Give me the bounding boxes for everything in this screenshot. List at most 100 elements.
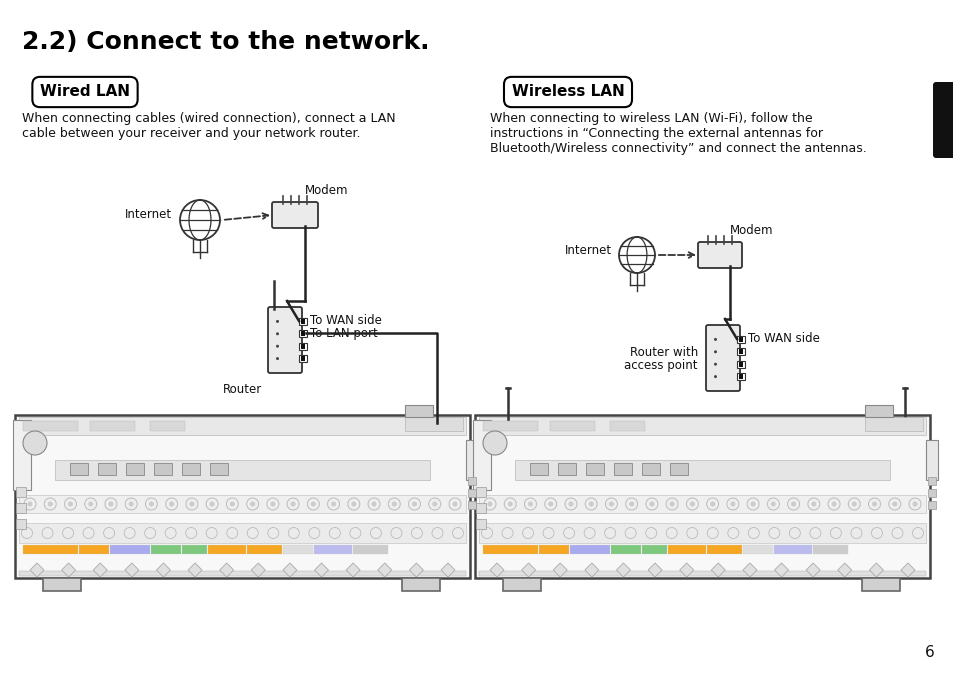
- Circle shape: [527, 501, 533, 507]
- Bar: [641, 463, 659, 475]
- Polygon shape: [30, 563, 44, 577]
- Bar: [210, 463, 228, 475]
- Bar: [468, 489, 476, 497]
- Bar: [301, 331, 305, 336]
- Circle shape: [210, 501, 214, 507]
- Text: Router: Router: [222, 383, 262, 396]
- Bar: [475, 415, 929, 578]
- Bar: [19, 495, 465, 513]
- Circle shape: [129, 501, 133, 507]
- Bar: [478, 523, 925, 543]
- Bar: [569, 545, 609, 554]
- FancyBboxPatch shape: [698, 242, 741, 268]
- Polygon shape: [188, 563, 202, 577]
- Text: 2.2) Connect to the network.: 2.2) Connect to the network.: [22, 30, 429, 54]
- Bar: [23, 421, 78, 431]
- Circle shape: [709, 501, 715, 507]
- Circle shape: [851, 501, 856, 507]
- Bar: [23, 545, 78, 554]
- Bar: [55, 460, 430, 480]
- Bar: [737, 361, 744, 367]
- Text: When connecting cables (wired connection), connect a LAN: When connecting cables (wired connection…: [22, 112, 395, 125]
- Bar: [502, 578, 540, 591]
- Bar: [739, 337, 742, 342]
- Bar: [16, 503, 26, 513]
- FancyBboxPatch shape: [268, 307, 302, 373]
- Bar: [15, 415, 470, 578]
- Polygon shape: [616, 563, 630, 577]
- Circle shape: [568, 501, 573, 507]
- Bar: [298, 355, 307, 362]
- Bar: [927, 489, 935, 497]
- Circle shape: [250, 501, 254, 507]
- Bar: [864, 417, 923, 431]
- Bar: [737, 349, 744, 355]
- Bar: [301, 319, 305, 324]
- Polygon shape: [742, 563, 756, 577]
- Text: Modem: Modem: [729, 225, 773, 238]
- Circle shape: [669, 501, 674, 507]
- Circle shape: [713, 338, 717, 341]
- Bar: [401, 578, 439, 591]
- Text: Router with: Router with: [629, 347, 698, 359]
- Bar: [550, 421, 595, 431]
- Bar: [151, 545, 181, 554]
- Circle shape: [891, 501, 897, 507]
- Circle shape: [109, 501, 113, 507]
- Bar: [927, 477, 935, 485]
- Bar: [19, 417, 465, 435]
- Text: To WAN side: To WAN side: [310, 314, 381, 328]
- Bar: [585, 463, 603, 475]
- Circle shape: [790, 501, 795, 507]
- Polygon shape: [805, 563, 820, 577]
- Circle shape: [689, 501, 694, 507]
- Bar: [706, 545, 741, 554]
- Polygon shape: [647, 563, 661, 577]
- Bar: [70, 463, 88, 475]
- Bar: [669, 463, 687, 475]
- Bar: [609, 421, 644, 431]
- Bar: [153, 463, 172, 475]
- Bar: [298, 330, 307, 337]
- Circle shape: [713, 351, 717, 353]
- Circle shape: [275, 332, 278, 335]
- Bar: [468, 501, 476, 509]
- Polygon shape: [156, 563, 171, 577]
- Bar: [927, 501, 935, 509]
- Circle shape: [23, 431, 47, 455]
- Circle shape: [588, 501, 593, 507]
- Polygon shape: [377, 563, 392, 577]
- Circle shape: [452, 501, 457, 507]
- Circle shape: [730, 501, 735, 507]
- Bar: [739, 349, 742, 354]
- FancyBboxPatch shape: [272, 202, 317, 228]
- Text: To LAN port: To LAN port: [310, 326, 377, 339]
- Polygon shape: [490, 563, 503, 577]
- Circle shape: [331, 501, 335, 507]
- Circle shape: [351, 501, 355, 507]
- Polygon shape: [711, 563, 724, 577]
- Bar: [16, 519, 26, 529]
- Circle shape: [169, 501, 174, 507]
- Text: Internet: Internet: [564, 244, 612, 256]
- Circle shape: [190, 501, 194, 507]
- Bar: [16, 487, 26, 497]
- Polygon shape: [584, 563, 598, 577]
- Text: cable between your receiver and your network router.: cable between your receiver and your net…: [22, 127, 360, 140]
- Circle shape: [28, 501, 32, 507]
- Bar: [925, 440, 937, 480]
- Bar: [110, 545, 150, 554]
- Circle shape: [548, 501, 553, 507]
- Text: Modem: Modem: [305, 184, 348, 197]
- Bar: [19, 523, 465, 543]
- Circle shape: [911, 501, 917, 507]
- Bar: [641, 545, 666, 554]
- Polygon shape: [93, 563, 107, 577]
- Polygon shape: [346, 563, 360, 577]
- Text: Internet: Internet: [125, 209, 172, 221]
- Circle shape: [649, 501, 654, 507]
- Bar: [314, 545, 352, 554]
- Circle shape: [68, 501, 72, 507]
- Circle shape: [770, 501, 775, 507]
- Circle shape: [871, 501, 876, 507]
